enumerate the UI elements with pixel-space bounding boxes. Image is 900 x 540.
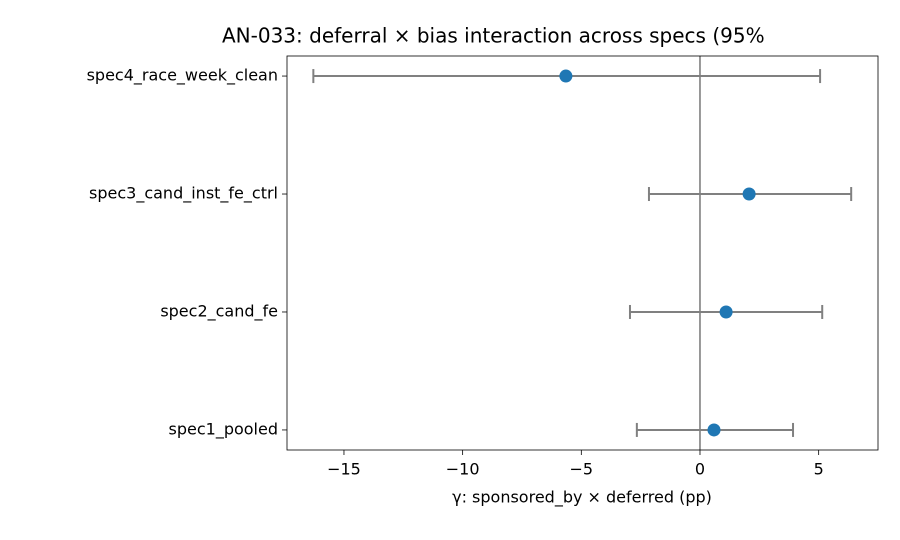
y-tick-label: spec1_pooled — [169, 419, 279, 439]
point — [742, 187, 756, 201]
y-tick-label: spec4_race_week_clean — [87, 66, 278, 86]
point — [707, 423, 721, 437]
x-tick-label: −5 — [570, 460, 594, 479]
x-tick-label: 5 — [814, 460, 824, 479]
x-axis-label: γ: sponsored_by × deferred (pp) — [452, 488, 712, 508]
chart-title: AN-033: deferral × bias interaction acro… — [222, 24, 765, 48]
plot-frame — [286, 55, 879, 451]
point — [559, 69, 573, 83]
y-tick-label: spec3_cand_inst_fe_ctrl — [89, 184, 278, 204]
x-tick-label: −15 — [327, 460, 361, 479]
y-tick-label: spec2_cand_fe — [160, 301, 278, 321]
x-tick-label: 0 — [695, 460, 705, 479]
x-tick-label: −10 — [446, 460, 480, 479]
point — [719, 305, 733, 319]
